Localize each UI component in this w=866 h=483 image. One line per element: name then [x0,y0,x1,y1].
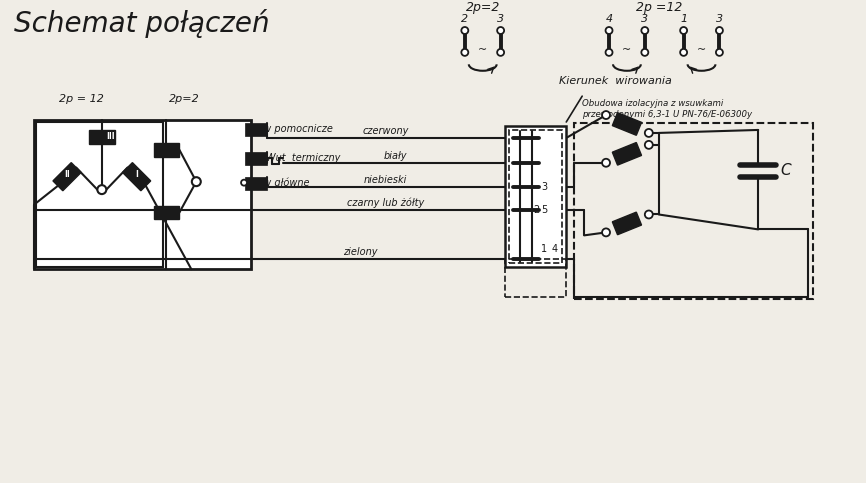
Text: I: I [135,170,138,179]
Text: Obudowa izolacyjna z wsuwkami: Obudowa izolacyjna z wsuwkami [582,99,723,108]
Text: II: II [64,170,70,179]
Text: 2: 2 [462,14,469,24]
Circle shape [241,180,247,185]
Circle shape [497,27,504,34]
Text: III: III [106,132,114,142]
Polygon shape [153,206,179,219]
Text: Kierunek  wirowania: Kierunek wirowania [559,76,672,86]
Text: 5: 5 [541,204,547,214]
Bar [34,120,251,269]
Text: 3: 3 [541,182,547,192]
Circle shape [642,27,649,34]
Circle shape [605,27,612,34]
Text: 4: 4 [605,14,612,24]
Text: ~: ~ [478,45,488,56]
Bar [245,123,267,136]
Text: 2p=2: 2p=2 [169,94,200,104]
Bar [508,130,562,263]
Bar [574,123,813,299]
Circle shape [602,228,610,236]
Circle shape [716,27,723,34]
Text: 1: 1 [680,14,688,24]
Circle shape [716,49,723,56]
Text: 3: 3 [497,14,504,24]
Circle shape [645,141,653,149]
Text: 4: 4 [552,244,558,254]
Text: Schemat połączeń: Schemat połączeń [15,9,270,38]
Circle shape [645,211,653,218]
Polygon shape [612,212,642,235]
Circle shape [497,49,504,56]
Text: Uzw pomocnicze: Uzw pomocnicze [251,124,333,134]
Bar [505,126,566,267]
Bar [245,177,267,190]
Circle shape [680,27,687,34]
Circle shape [680,49,687,56]
Text: przewodonymi 6,3-1 U PN-76/E-06300y: przewodonymi 6,3-1 U PN-76/E-06300y [582,110,753,118]
Bar [505,259,566,297]
Circle shape [462,49,469,56]
Text: 2p = 12: 2p = 12 [60,94,105,104]
Text: Uzw główne: Uzw główne [251,177,309,188]
Text: C: C [781,163,792,178]
Text: 1: 1 [541,244,547,254]
Circle shape [605,49,612,56]
Polygon shape [612,113,642,135]
Circle shape [602,159,610,167]
Polygon shape [123,163,151,191]
Text: 3: 3 [716,14,723,24]
Text: Wut  termiczny: Wut termiczny [266,153,340,163]
Text: 2p =12: 2p =12 [636,1,682,14]
Text: niebieski: niebieski [364,175,407,185]
Circle shape [645,129,653,137]
Text: 2p=2: 2p=2 [466,1,500,14]
Text: 2: 2 [533,204,540,214]
Circle shape [192,177,201,186]
Bar [245,152,267,165]
Text: biały: biały [384,151,407,161]
Polygon shape [53,163,81,191]
Polygon shape [612,142,642,165]
Text: czarny lub żółty: czarny lub żółty [346,197,423,208]
Polygon shape [153,143,179,157]
Text: 3: 3 [641,14,649,24]
Text: ~: ~ [623,45,631,56]
Bar [36,122,164,267]
Circle shape [462,27,469,34]
Text: ~: ~ [697,45,706,56]
Circle shape [642,49,649,56]
Text: zielony: zielony [343,247,378,257]
Polygon shape [89,130,115,144]
Text: czerwony: czerwony [362,126,409,136]
Circle shape [602,111,610,119]
Circle shape [97,185,107,194]
